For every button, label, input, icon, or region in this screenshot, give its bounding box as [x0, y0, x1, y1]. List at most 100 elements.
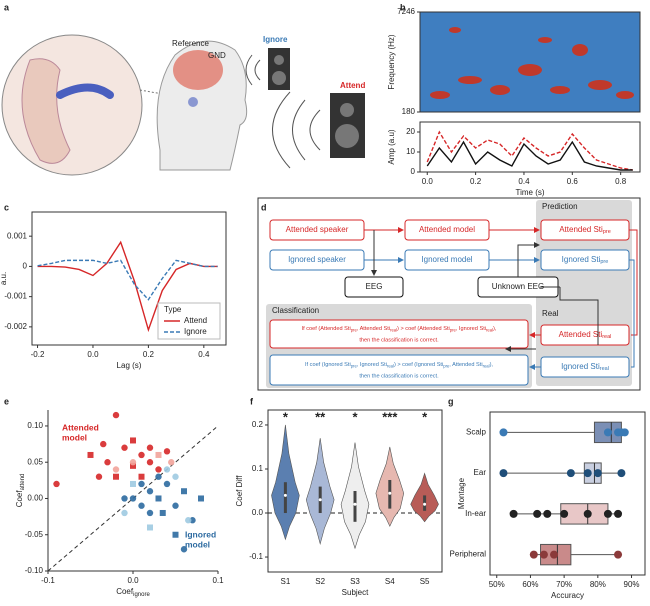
y-tick-label: In-ear — [465, 509, 486, 518]
annotation: model — [62, 432, 87, 442]
annotation: Ignored — [185, 529, 216, 539]
axis-label-text: Frequency (Hz) — [387, 34, 396, 89]
axis-label-text: Coef Diff — [235, 475, 244, 507]
node: Ignored Stipre — [562, 255, 609, 265]
point — [181, 488, 187, 495]
node: Attended model — [419, 225, 475, 234]
point — [87, 451, 94, 458]
point — [129, 495, 137, 502]
panel-label: d — [261, 202, 267, 212]
earpiece — [56, 83, 114, 99]
x-tick-label: -0.2 — [31, 350, 45, 359]
point — [614, 509, 623, 518]
node-sub: pre — [600, 259, 608, 265]
point — [53, 480, 60, 488]
axes-frame — [31, 211, 227, 346]
y-tick-label: -0.10 — [25, 566, 44, 575]
point — [100, 440, 107, 448]
x-tick-label: 0.4 — [198, 350, 210, 359]
diagonal — [47, 425, 219, 572]
rule-sub: pre — [351, 364, 358, 369]
point — [113, 473, 119, 480]
x-tick-label: 0.2 — [143, 350, 155, 359]
point — [603, 509, 612, 518]
y-tick-label: -0.001 — [4, 292, 27, 301]
axis-label-text: Lag (s) — [117, 361, 142, 370]
violin-median — [353, 502, 357, 506]
violin-median — [423, 502, 427, 506]
node: EEG — [366, 282, 383, 291]
y-tick-label: 0.001 — [7, 231, 28, 240]
point — [155, 451, 162, 458]
ear — [21, 58, 71, 164]
line — [37, 240, 218, 333]
violin-box — [353, 491, 357, 522]
rule-text: ) > coef (Attended Sti — [397, 326, 450, 332]
y-tick-label: 0.10 — [27, 421, 43, 430]
panel-label: g — [448, 396, 454, 406]
rule-sub: pre — [450, 328, 457, 333]
node-sub: pre — [603, 229, 611, 235]
point — [138, 451, 145, 459]
x-tick-label: S4 — [385, 577, 395, 586]
rule-sub: real — [390, 328, 397, 333]
significance: * — [283, 409, 289, 424]
rule-text: If coef (Attended Sti — [302, 326, 351, 332]
node: Attended speaker — [286, 225, 349, 234]
point — [198, 495, 204, 502]
axis-label-text: Coef — [15, 490, 24, 508]
node: Attended Stireal — [559, 330, 612, 340]
x-tick-label: 60% — [522, 580, 538, 589]
panel-label: f — [250, 396, 254, 406]
axis-label: Amp (a.u) — [387, 129, 396, 164]
x-tick-label: 0.4 — [518, 177, 530, 186]
axes-frame — [489, 411, 646, 576]
y-tick-label: 0.0 — [252, 508, 264, 517]
x-tick-label: -0.1 — [41, 576, 55, 585]
point — [130, 437, 136, 444]
point — [130, 480, 136, 487]
node-sub: real — [600, 366, 609, 372]
axis-label-sub: attend — [20, 474, 26, 491]
y-tick-label: 0.2 — [252, 420, 264, 429]
x-tick-label: S3 — [350, 577, 360, 586]
spectrogram — [420, 12, 640, 112]
x-tick-label: 0.0 — [87, 350, 99, 359]
rule: then the classification is correct. — [359, 337, 439, 343]
rule-text: , Attended Sti — [357, 326, 390, 332]
axis-label: Coef Diff — [235, 475, 244, 507]
point — [155, 495, 162, 502]
point — [617, 469, 626, 478]
x-tick-label: S2 — [315, 577, 325, 586]
point — [146, 488, 154, 495]
axis-label: Coefattend — [15, 474, 25, 508]
axis-label: a.u. — [0, 272, 8, 285]
label: Reference — [172, 39, 209, 48]
axis-label: Coefignore — [116, 587, 150, 597]
x-tick-label: 0.1 — [212, 576, 224, 585]
y-tick-label: 0.1 — [252, 464, 264, 473]
point — [614, 550, 623, 559]
point — [180, 546, 188, 553]
violin-box — [283, 482, 287, 514]
rule-text: ), — [493, 326, 497, 332]
axis-label: Lag (s) — [117, 361, 142, 370]
violin — [271, 424, 300, 541]
brain — [173, 50, 223, 90]
point — [566, 469, 575, 478]
rule: If coef (Attended Sti pre , Attended Stire… — [302, 326, 497, 332]
y-tick-label: 0.05 — [27, 457, 43, 466]
y-tick-label: Ear — [474, 468, 487, 477]
y-tick-label: 0.00 — [27, 494, 43, 503]
point — [560, 509, 569, 518]
rule-sub: pre — [443, 364, 450, 369]
rule-text: , Ignored Sti — [456, 326, 486, 332]
y-tick-label: 0 — [411, 167, 416, 176]
node: Ignored speaker — [288, 255, 346, 264]
diagram: d Prediction Real Classification Attende… — [257, 197, 641, 391]
legend-label: Ignore — [184, 327, 207, 336]
group-title: Real — [542, 309, 559, 318]
group-title: Prediction — [542, 202, 578, 211]
node-text: Ignored Sti — [561, 362, 600, 371]
